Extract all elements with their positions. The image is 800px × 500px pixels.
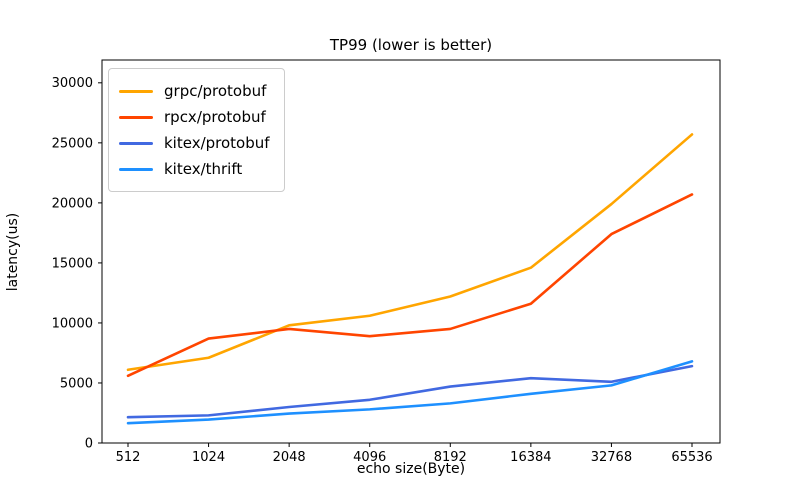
legend-item-kitex-thrift: kitex/thrift	[119, 156, 270, 182]
legend-label: rpcx/protobuf	[164, 108, 266, 126]
chart-title: TP99 (lower is better)	[329, 36, 493, 54]
legend: grpc/protobuf rpcx/protobuf kitex/protob…	[108, 68, 285, 192]
series-line-rpcx-protobuf	[126, 193, 694, 378]
y-tick-label: 0	[85, 436, 93, 451]
legend-line-swatch-rpcx-protobuf	[119, 115, 153, 119]
y-axis-label: latency(us)	[5, 212, 21, 292]
y-tick-label: 15000	[52, 256, 93, 271]
legend-item-grpc-protobuf: grpc/protobuf	[119, 78, 270, 104]
legend-item-kitex-protobuf: kitex/protobuf	[119, 130, 270, 156]
x-tick-label: 65536	[671, 450, 712, 465]
plot-border	[101, 59, 721, 444]
x-tick-label: 512	[116, 450, 141, 465]
series-line-kitex-thrift	[126, 360, 694, 425]
legend-label: kitex/protobuf	[164, 134, 270, 152]
x-tick-label: 8192	[434, 450, 467, 465]
y-tick-label: 30000	[52, 76, 93, 91]
legend-line-swatch-kitex-thrift	[119, 167, 153, 171]
y-tick-label: 10000	[52, 316, 93, 331]
legend-label: kitex/thrift	[164, 160, 243, 178]
x-tick-label: 1024	[192, 450, 225, 465]
legend-label: grpc/protobuf	[164, 82, 267, 100]
legend-line-swatch-kitex-protobuf	[119, 141, 153, 145]
legend-item-rpcx-protobuf: rpcx/protobuf	[119, 104, 270, 130]
y-tick-label: 5000	[60, 376, 93, 391]
series-line-grpc-protobuf	[126, 133, 694, 372]
x-tick-label: 4096	[353, 450, 386, 465]
x-tick-label: 2048	[273, 450, 306, 465]
x-axis-label: echo size(Byte)	[356, 461, 466, 477]
y-tick-label: 25000	[52, 136, 93, 151]
series-line-kitex-protobuf	[126, 364, 694, 419]
legend-line-swatch-grpc-protobuf	[119, 89, 153, 93]
x-tick-label: 32768	[591, 450, 632, 465]
y-tick-label: 20000	[52, 196, 93, 211]
x-tick-label: 16384	[510, 450, 551, 465]
